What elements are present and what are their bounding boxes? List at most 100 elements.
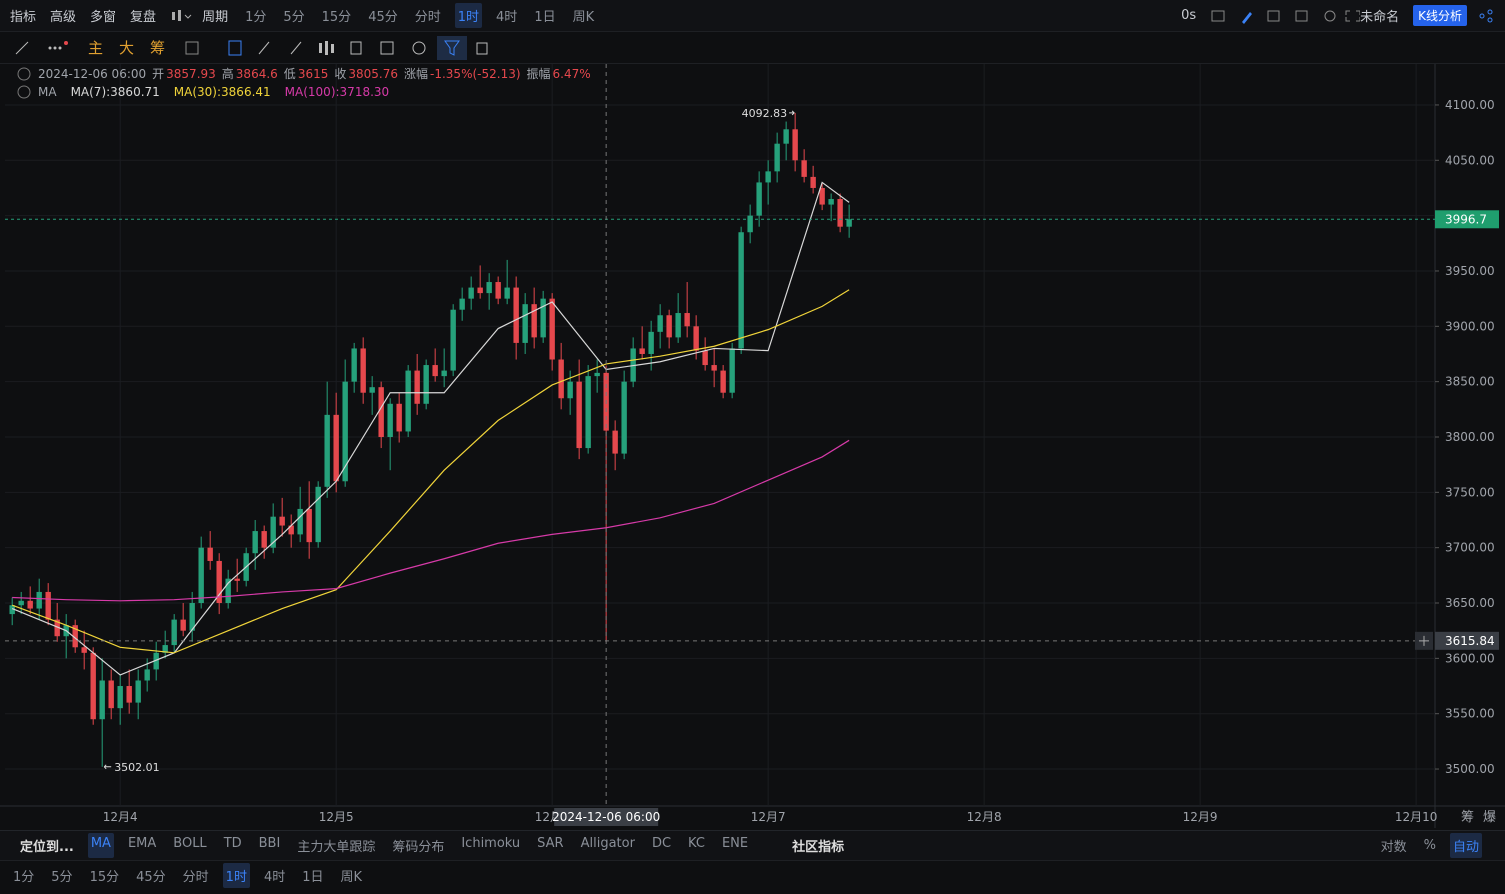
- candle-body: [432, 365, 438, 377]
- indicator[interactable]: Alligator: [580, 836, 635, 851]
- candle-body: [414, 370, 420, 404]
- period[interactable]: 4时: [263, 870, 286, 885]
- community-indicators[interactable]: 社区指标: [792, 840, 845, 855]
- analysis-button[interactable]: K线分析: [1413, 5, 1467, 26]
- legend-entry: MA(30):3866.41: [174, 85, 271, 99]
- period[interactable]: 1分: [245, 10, 267, 25]
- candle-body: [846, 219, 852, 227]
- indicator[interactable]: TD: [223, 836, 242, 851]
- candle-body: [297, 508, 303, 535]
- candle-body: [729, 348, 735, 393]
- period[interactable]: 1时: [222, 863, 250, 888]
- candle-body: [9, 605, 15, 615]
- menu-item[interactable]: 指标: [10, 10, 37, 25]
- period[interactable]: 1时: [454, 3, 483, 28]
- period[interactable]: 4时: [496, 10, 518, 25]
- scale-option[interactable]: %: [1423, 838, 1436, 853]
- candle-body: [423, 365, 429, 404]
- indicator[interactable]: ENE: [721, 836, 749, 851]
- ohlc-label: 低: [284, 67, 296, 81]
- period[interactable]: 周K: [340, 870, 363, 885]
- menu-item[interactable]: 多窗: [90, 10, 117, 25]
- candle-body: [513, 287, 519, 343]
- period[interactable]: 45分: [136, 870, 166, 885]
- indicator[interactable]: KC: [688, 836, 705, 851]
- indicator-bar: 定位到... MA EMA BOLL TD BBI 主力大单跟踪 筹码分布 Ichimoku S…: [0, 830, 1505, 860]
- layout-name[interactable]: 未命名: [1360, 10, 1400, 25]
- y-tick-label: 3600.00: [1445, 651, 1495, 665]
- period-menu[interactable]: 周期: [202, 10, 229, 25]
- crosshair-price-box: [1435, 631, 1499, 650]
- candle-body: [522, 304, 528, 343]
- period[interactable]: 1日: [302, 870, 324, 885]
- icons: [1211, 10, 1361, 24]
- candle-body: [441, 370, 447, 377]
- period[interactable]: 1分: [13, 870, 35, 885]
- indicator-toggle[interactable]: 大: [119, 39, 135, 57]
- candle-body: [171, 619, 177, 646]
- ohlc-value: 3864.6: [236, 67, 278, 81]
- arrow: [789, 110, 795, 116]
- candle-body: [351, 348, 357, 382]
- candle-body: [54, 619, 60, 637]
- candle-body: [207, 547, 213, 561]
- top-right: 0s 未命名 K线分析: [1181, 5, 1505, 26]
- scale-option[interactable]: 对数: [1380, 840, 1407, 855]
- scale-option[interactable]: 自动: [1449, 833, 1482, 858]
- candle-body: [792, 129, 798, 161]
- period[interactable]: 分时: [182, 870, 209, 885]
- ohlc-value: 3857.93: [166, 67, 216, 81]
- ohlc-value: 3615: [298, 67, 329, 81]
- chart-type-icon[interactable]: [170, 9, 192, 23]
- period[interactable]: 45分: [368, 10, 398, 25]
- candle-body: [648, 331, 654, 354]
- period[interactable]: 5分: [51, 870, 73, 885]
- period[interactable]: 周K: [572, 10, 595, 25]
- x-tick-label: 12月10: [1395, 810, 1438, 824]
- indicator[interactable]: 主力大单跟踪: [297, 840, 376, 855]
- indicator[interactable]: BOLL: [173, 836, 207, 851]
- candle-body: [783, 129, 789, 144]
- candle-body: [711, 365, 717, 371]
- indicator[interactable]: BBI: [258, 836, 281, 851]
- y-tick-label: 3550.00: [1445, 707, 1495, 721]
- indicator[interactable]: DC: [651, 836, 672, 851]
- candle-body: [342, 381, 348, 482]
- scale-options: 对数% 自动: [1378, 833, 1505, 858]
- locate-button[interactable]: 定位到...: [20, 840, 74, 855]
- candle-body: [135, 680, 141, 703]
- y-tick-label: 3950.00: [1445, 264, 1495, 278]
- candle-body: [504, 287, 510, 299]
- period[interactable]: 分时: [414, 10, 441, 25]
- menu-item[interactable]: 复盘: [130, 10, 157, 25]
- indicator-toggle[interactable]: 筹: [150, 39, 166, 57]
- candle-body: [621, 381, 627, 454]
- period[interactable]: 15分: [89, 870, 120, 885]
- indicator[interactable]: SAR: [537, 836, 564, 851]
- indicator[interactable]: Ichimoku: [461, 836, 521, 851]
- indicator-list: MA EMA BOLL TD BBI 主力大单跟踪 筹码分布 Ichimoku SAR Allig…: [87, 833, 762, 858]
- indicator-toggle[interactable]: 主: [88, 39, 104, 57]
- period[interactable]: 15分: [321, 10, 352, 25]
- period[interactable]: 5分: [283, 10, 305, 25]
- x-tick-label: 12月9: [1183, 810, 1218, 824]
- indicator[interactable]: MA: [87, 833, 114, 858]
- change-value: -1.35%(-52.13): [430, 67, 521, 81]
- share-icon[interactable]: [1479, 9, 1493, 23]
- plus-icon: [1419, 635, 1429, 646]
- candle-body: [639, 348, 645, 354]
- candle-body: [162, 645, 168, 653]
- y-tick-label: 3650.00: [1445, 596, 1495, 610]
- indicator[interactable]: EMA: [127, 836, 157, 851]
- ohlc-label: 收: [334, 67, 346, 81]
- candle-body: [27, 600, 33, 609]
- candle-body: [828, 199, 834, 205]
- candle-body: [288, 525, 294, 535]
- indicator[interactable]: 筹码分布: [392, 840, 445, 855]
- period[interactable]: 1日: [534, 10, 556, 25]
- menu-item[interactable]: 高级: [50, 10, 77, 25]
- y-tick-label: 4100.00: [1445, 98, 1495, 112]
- candle-body: [108, 680, 114, 709]
- candle-body: [306, 508, 312, 543]
